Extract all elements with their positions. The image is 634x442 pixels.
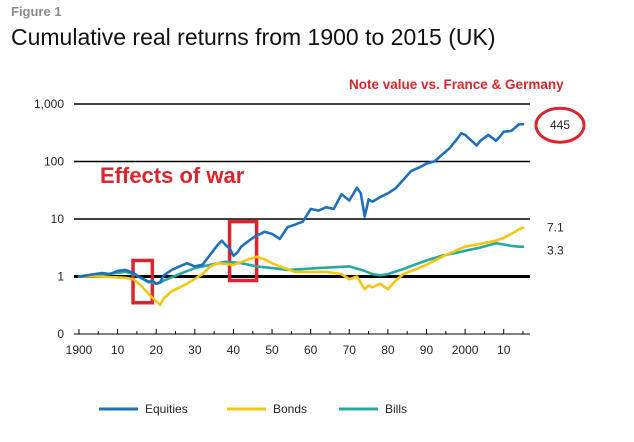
x-tick-label: 2000	[452, 343, 479, 357]
equities-series-line	[77, 122, 525, 286]
equities-end-label: 445	[550, 118, 570, 132]
bills-end-label: 3.3	[547, 244, 564, 258]
figure-label: Figure 1	[11, 4, 62, 19]
y-tick-label: 0	[57, 327, 64, 341]
x-tick-label: 70	[343, 343, 357, 357]
x-tick-label: 50	[265, 343, 279, 357]
equities-legend-label: Equities	[145, 402, 188, 416]
end-value-labels: 445 7.1 3.3	[534, 106, 586, 258]
y-tick-label: 1,000	[34, 97, 64, 111]
note-annotation: Note value vs. France & Germany	[349, 77, 564, 92]
x-tick-label: 80	[381, 343, 395, 357]
x-axis-labels: 1900 10 20 30 40 50 60 70 80 90 2000 10	[66, 343, 511, 357]
highlight-box-wwii	[227, 219, 259, 283]
x-tick-label: 60	[304, 343, 318, 357]
x-tick-label: 1900	[66, 343, 93, 357]
x-tick-label: 30	[188, 343, 202, 357]
series-lines	[77, 122, 525, 307]
x-tick-label: 10	[111, 343, 125, 357]
bonds-legend-label: Bonds	[273, 402, 307, 416]
y-tick-label: 1	[57, 270, 64, 284]
x-tick-label: 20	[150, 343, 164, 357]
y-tick-label: 10	[51, 212, 65, 226]
y-tick-label: 100	[44, 155, 64, 169]
bills-legend-label: Bills	[385, 402, 407, 416]
war-annotation: Effects of war	[100, 163, 245, 188]
x-tick-label: 90	[420, 343, 434, 357]
equities-end-circle	[534, 106, 586, 144]
grid-lines	[74, 103, 530, 335]
x-tick-label: 40	[227, 343, 241, 357]
x-tick-label: 10	[497, 343, 511, 357]
chart-title: Cumulative real returns from 1900 to 201…	[11, 24, 496, 50]
bonds-end-label: 7.1	[547, 221, 564, 235]
bonds-series-line	[77, 226, 525, 307]
legend: Equities Bonds Bills	[99, 402, 407, 416]
